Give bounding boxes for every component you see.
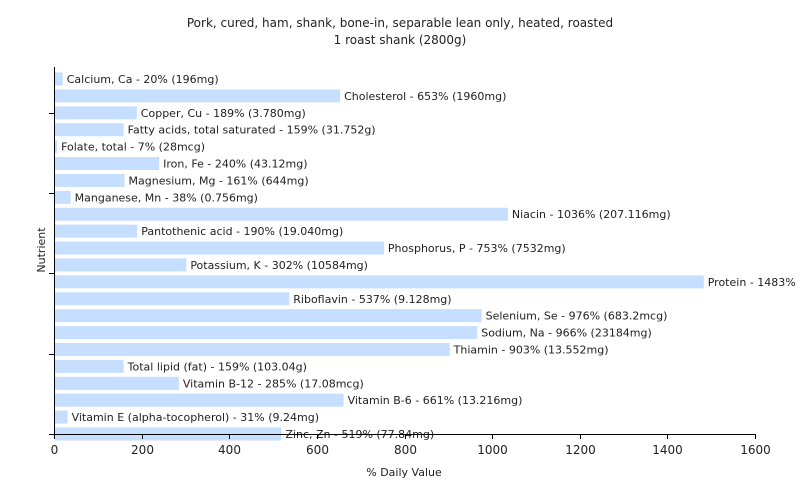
bar (55, 309, 482, 322)
chart-title: Pork, cured, ham, shank, bone-in, separa… (187, 16, 613, 30)
bar-label: Thiamin - 903% (13.552mg) (453, 343, 609, 356)
bar-label: Phosphorus, P - 753% (7532mg) (388, 242, 566, 255)
bar-label: Manganese, Mn - 38% (0.756mg) (75, 191, 258, 204)
bar (55, 242, 384, 255)
bar-label: Total lipid (fat) - 159% (103.04g) (127, 360, 307, 373)
bar (55, 360, 124, 373)
bar (55, 377, 179, 390)
x-tick-label: 1400 (652, 443, 683, 457)
bar (55, 73, 63, 86)
bar (55, 106, 137, 119)
y-ticks-group (49, 114, 54, 435)
x-tick-label: 800 (394, 443, 417, 457)
x-tick-label: 200 (131, 443, 154, 457)
bar (55, 208, 508, 221)
bar-label: Magnesium, Mg - 161% (644mg) (129, 174, 309, 187)
bar-label: Protein - 1483% (741.72g) (708, 276, 800, 289)
bar-label: Riboflavin - 537% (9.128mg) (293, 293, 451, 306)
x-tick-label: 1200 (565, 443, 596, 457)
y-axis-title: Nutrient (35, 227, 48, 273)
bar-label: Vitamin B-6 - 661% (13.216mg) (348, 394, 523, 407)
bar-label: Copper, Cu - 189% (3.780mg) (141, 107, 306, 120)
bar-label: Iron, Fe - 240% (43.12mg) (163, 158, 307, 171)
bar-label: Sodium, Na - 966% (23184mg) (481, 327, 652, 340)
bar (55, 140, 57, 153)
bar-label: Selenium, Se - 976% (683.2mcg) (486, 310, 668, 323)
bar (55, 394, 344, 407)
bar-label: Potassium, K - 302% (10584mg) (190, 259, 368, 272)
bar-label: Calcium, Ca - 20% (196mg) (67, 73, 219, 86)
bar (55, 191, 71, 204)
bar (55, 411, 68, 424)
bar-label: Vitamin E (alpha-tocopherol) - 31% (9.24… (72, 411, 319, 424)
x-tick-label: 400 (218, 443, 241, 457)
bar (55, 292, 289, 305)
x-tick-label: 600 (306, 443, 329, 457)
bar (55, 89, 340, 102)
bar-label: Niacin - 1036% (207.116mg) (512, 208, 671, 221)
bar-label: Pantothenic acid - 190% (19.040mg) (141, 225, 343, 238)
bar (55, 275, 704, 288)
bar (55, 326, 477, 339)
bar (55, 225, 137, 238)
x-tick-label: 1600 (740, 443, 771, 457)
x-tick-label: 1000 (477, 443, 508, 457)
x-axis-title: % Daily Value (366, 466, 442, 479)
bar (55, 123, 124, 136)
bar-label: Folate, total - 7% (28mcg) (61, 141, 205, 154)
chart-subtitle: 1 roast shank (2800g) (334, 33, 467, 47)
bar-label: Cholesterol - 653% (1960mg) (344, 90, 506, 103)
bar-label: Fatty acids, total saturated - 159% (31.… (128, 124, 376, 137)
bar-label: Vitamin B-12 - 285% (17.08mcg) (183, 377, 364, 390)
bar (55, 157, 159, 170)
bar (55, 174, 125, 187)
x-tick-label: 0 (51, 443, 59, 457)
bar (55, 258, 186, 271)
bar (55, 343, 450, 356)
